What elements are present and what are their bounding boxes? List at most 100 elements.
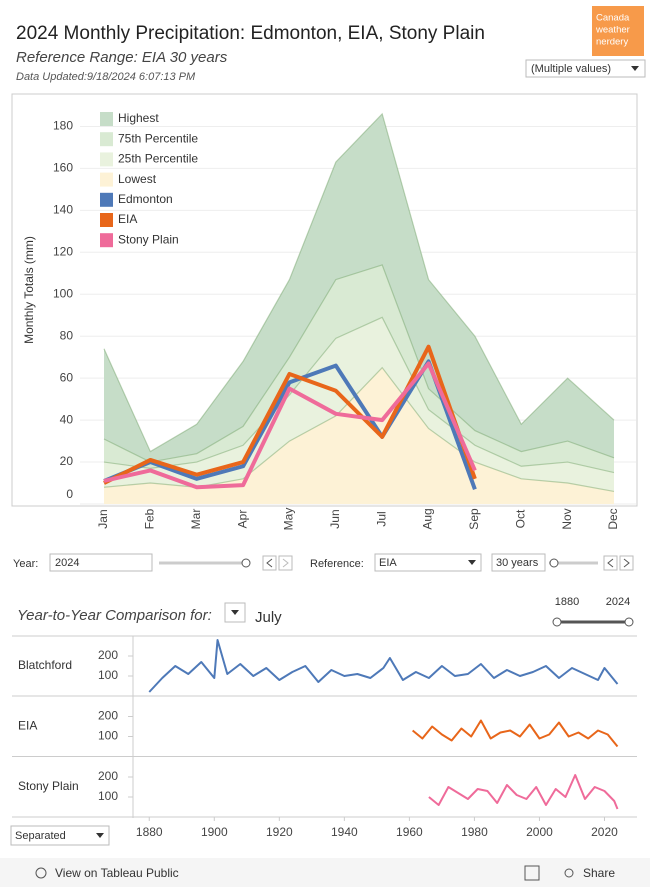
y-tick-label: 60 (60, 370, 74, 384)
legend-label: Edmonton (118, 192, 173, 206)
y-axis-label: Monthly Totals (mm) (22, 236, 36, 344)
x-tick-label: 1920 (266, 825, 293, 839)
y-tick-label: 20 (60, 454, 74, 468)
x-tick-label: 1980 (461, 825, 488, 839)
x-tick-label: 1880 (136, 825, 163, 839)
period-input[interactable] (491, 553, 546, 572)
next-icon (282, 558, 289, 568)
x-tick-label: Jul (374, 511, 388, 526)
location-filter-text[interactable]: (Multiple values) (531, 63, 611, 75)
legend-swatch (100, 233, 113, 248)
range-handle[interactable] (552, 617, 562, 627)
legend-label: Stony Plain (118, 232, 179, 246)
updated: Data Updated:9/18/2024 6:07:13 PM (16, 71, 196, 83)
x-tick-label: 2020 (591, 825, 618, 839)
logo-text: weather (595, 25, 630, 36)
x-tick-label: Jan (96, 509, 110, 528)
y-tick-label: 120 (53, 244, 73, 258)
x-tick-label: Mar (189, 509, 203, 530)
x-tick-label: Oct (513, 509, 527, 528)
prev-button[interactable] (262, 555, 277, 571)
y-tick-label: 100 (98, 729, 118, 743)
panel-title: EIA (18, 719, 37, 733)
x-tick-label: 1960 (396, 825, 423, 839)
next-button[interactable] (619, 555, 634, 571)
legend-swatch (100, 192, 113, 207)
x-tick-label: Feb (143, 508, 157, 529)
legend-swatch (100, 112, 113, 126)
line (103, 361, 477, 490)
footer-link[interactable]: View on Tableau Public (55, 866, 179, 880)
legend-swatch (100, 172, 113, 187)
fullscreen-icon[interactable] (524, 865, 540, 881)
prev-icon (607, 558, 614, 568)
x-tick-label: 1900 (201, 825, 228, 839)
year-input[interactable] (49, 553, 153, 572)
x-tick-label: Jun (328, 509, 342, 528)
subtitle: Reference Range: EIA 30 years (16, 49, 228, 66)
next-icon (623, 558, 630, 568)
y-tick-label: 160 (53, 161, 73, 175)
reference-select[interactable] (374, 553, 482, 572)
range-start: 1880 (555, 596, 579, 608)
y-tick-label: 100 (98, 789, 118, 803)
legend-label: EIA (118, 212, 137, 226)
legend-swatch (100, 132, 113, 147)
year-label: Year: (13, 558, 38, 570)
layout-value[interactable]: Separated (15, 830, 66, 842)
month-value: July (255, 609, 282, 626)
x-tick-label: Aug (421, 508, 435, 529)
logo-text: nerdery (596, 37, 628, 48)
x-tick-label: 1940 (331, 825, 358, 839)
x-tick-label: May (282, 508, 296, 531)
legend-swatch (100, 152, 113, 167)
title: 2024 Monthly Precipitation: Edmonton, EI… (16, 23, 485, 44)
y-tick-label: 180 (53, 119, 73, 133)
reference-value[interactable]: EIA (379, 557, 397, 569)
line (148, 639, 619, 693)
logo (592, 6, 644, 56)
legend-label: Lowest (118, 172, 157, 186)
range-end: 2024 (606, 596, 630, 608)
year-slider-handle[interactable] (241, 558, 251, 568)
share[interactable]: Share (583, 866, 615, 880)
x-tick-label: Apr (235, 510, 249, 529)
legend-label: Highest (118, 111, 159, 125)
line (412, 719, 619, 748)
dropdown-arrow (468, 560, 476, 565)
y-tick-label: 40 (60, 412, 74, 426)
area-edge (103, 264, 615, 463)
x-tick-label: Dec (606, 508, 620, 529)
x-tick-label: Sep (467, 508, 481, 530)
next-button[interactable] (278, 555, 293, 571)
y-tick-label: 200 (98, 648, 118, 662)
legend-swatch (100, 213, 113, 227)
period-slider-handle[interactable] (549, 558, 559, 568)
year-value[interactable]: 2024 (55, 557, 79, 569)
y-tick-label: 200 (98, 709, 118, 723)
x-tick-label: Nov (560, 508, 574, 529)
area (104, 367, 614, 504)
footer (0, 858, 650, 887)
logo-text: Canada (596, 13, 630, 24)
dropdown-arrow (96, 833, 104, 838)
location-filter[interactable] (525, 59, 646, 78)
y-tick-label: 140 (53, 203, 73, 217)
line (428, 774, 619, 810)
y-tick-label: 100 (53, 286, 73, 300)
layout-select[interactable] (10, 825, 110, 846)
panel-title: Blatchford (18, 658, 72, 672)
dropdown-arrow (631, 66, 639, 71)
panel-title: Stony Plain (18, 779, 79, 793)
prev-button[interactable] (603, 555, 618, 571)
line (103, 359, 477, 490)
share-icon[interactable] (564, 868, 574, 878)
dropdown-arrow (231, 610, 239, 615)
line (103, 344, 477, 485)
range-handle[interactable] (624, 617, 634, 627)
area-edge (103, 112, 615, 453)
legend-label: 25th Percentile (118, 152, 198, 166)
reference-label: Reference: (310, 558, 364, 570)
period-value[interactable]: 30 years (496, 557, 539, 569)
